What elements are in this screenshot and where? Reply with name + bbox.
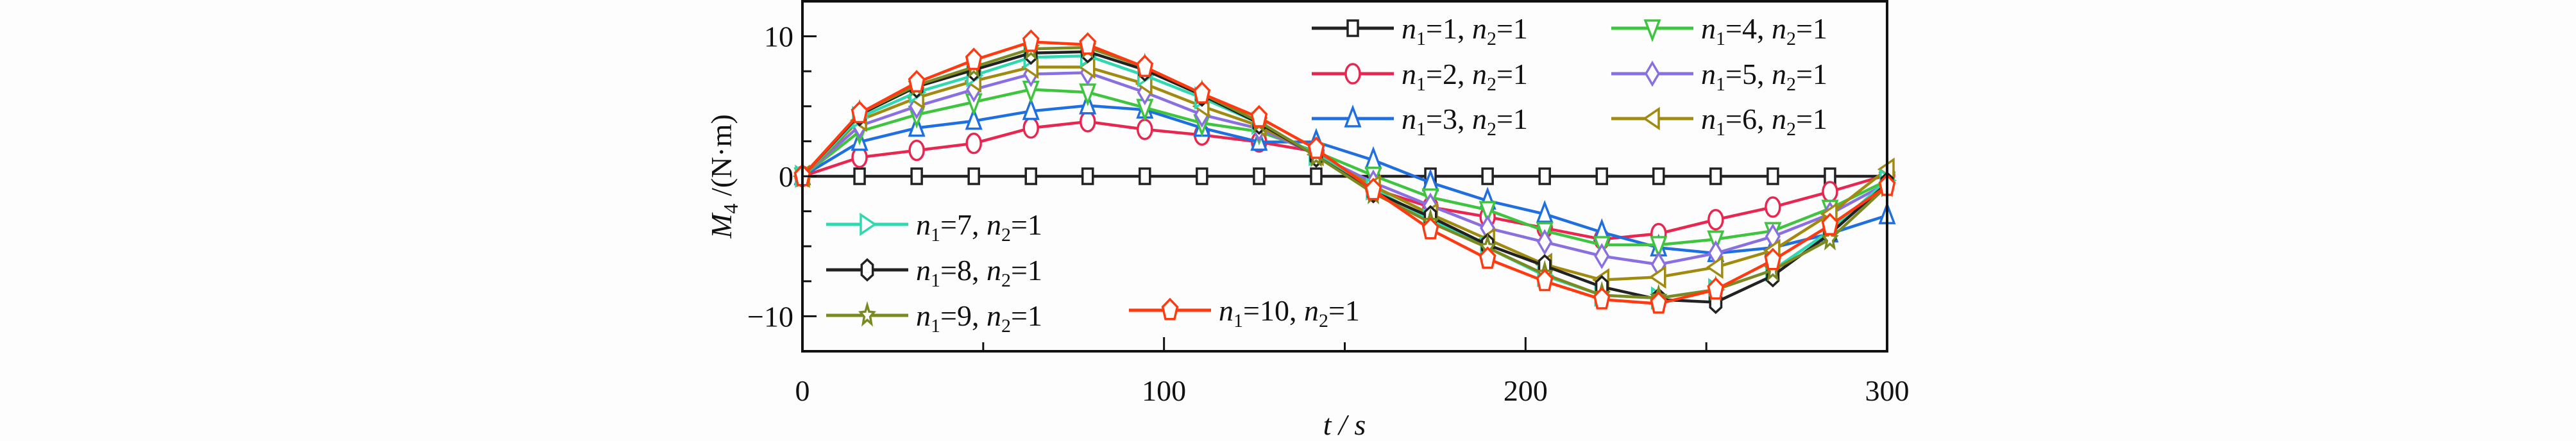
- data-point-square: [967, 167, 980, 185]
- data-point-square: [1139, 167, 1151, 185]
- data-point-square: [1253, 167, 1266, 185]
- data-point-square: [1310, 167, 1323, 185]
- legend-label: n1=5, n2=1: [1701, 58, 1827, 95]
- data-point-square: [1081, 167, 1094, 185]
- data-point-circle: [1707, 208, 1724, 231]
- data-point-pentagon: [1421, 217, 1439, 240]
- data-point-star: [858, 301, 876, 327]
- data-point-triangle-up: [1344, 104, 1362, 128]
- legend-entry: n1=5, n2=1: [1611, 58, 1827, 95]
- data-point-circle: [1765, 196, 1781, 218]
- data-point-pentagon: [1250, 104, 1268, 128]
- data-point-pentagon: [851, 101, 869, 124]
- series-line: [801, 104, 1888, 255]
- data-point-triangle-left: [1642, 106, 1660, 131]
- data-point-square: [1767, 167, 1779, 185]
- x-tick-label: 0: [795, 374, 810, 407]
- legend-entry: n1=1, n2=1: [1312, 12, 1528, 49]
- data-point-square: [1481, 167, 1494, 185]
- legend-label: n1=3, n2=1: [1402, 103, 1528, 140]
- data-point-square: [1709, 167, 1722, 185]
- data-point-pentagon: [1536, 269, 1554, 292]
- data-point-circle: [1822, 181, 1838, 203]
- data-point-pentagon: [908, 70, 926, 93]
- series-line: [801, 40, 1888, 305]
- data-point-diamond: [1644, 60, 1661, 87]
- data-point-pentagon: [1593, 287, 1611, 310]
- legend-label: n1=9, n2=1: [916, 299, 1042, 337]
- data-point-pentagon: [1707, 277, 1725, 300]
- data-point-diamond: [1594, 243, 1610, 269]
- data-point-square: [1538, 167, 1551, 185]
- data-point-pentagon: [1161, 297, 1179, 320]
- data-point-circle: [1079, 111, 1096, 133]
- legend-label: n1=8, n2=1: [916, 254, 1042, 291]
- data-point-pentagon: [1764, 247, 1782, 270]
- data-point-pentagon: [1193, 81, 1211, 104]
- data-point-circle: [1022, 117, 1039, 139]
- data-point-circle: [1137, 119, 1153, 140]
- legend-label: n1=4, n2=1: [1701, 12, 1827, 49]
- y-tick-label: −10: [747, 300, 793, 333]
- legend-label: n1=10, n2=1: [1219, 294, 1360, 331]
- legend-entry: n1=9, n2=1: [826, 299, 1042, 337]
- legend-label: n1=2, n2=1: [1402, 58, 1528, 95]
- data-point-circle: [965, 132, 982, 154]
- data-point-square: [1196, 167, 1208, 185]
- data-point-triangle-right: [860, 212, 877, 237]
- legend-entry: n1=3, n2=1: [1312, 103, 1528, 140]
- data-point-square: [1346, 19, 1359, 37]
- x-axis-title: t / s: [1323, 408, 1366, 441]
- x-tick-label: 300: [1865, 374, 1910, 407]
- data-point-triangle-up: [1536, 200, 1554, 223]
- y-tick-label: 10: [764, 21, 793, 53]
- data-point-pentagon: [1364, 178, 1382, 201]
- data-point-triangle-left: [1648, 265, 1666, 289]
- legend-label: n1=1, n2=1: [1402, 12, 1528, 49]
- data-point-hexagon: [860, 258, 874, 282]
- data-point-square: [853, 167, 866, 185]
- legend-label: n1=7, n2=1: [916, 208, 1042, 245]
- x-tick-label: 200: [1504, 374, 1548, 407]
- data-point-diamond: [1537, 229, 1553, 256]
- series-line: [801, 88, 1888, 247]
- data-point-pentagon: [965, 47, 983, 71]
- y-tick-label: 0: [779, 160, 793, 193]
- data-point-triangle-up: [1022, 97, 1040, 121]
- legend-entry: n1=7, n2=1: [826, 208, 1042, 245]
- legend-entry: n1=2, n2=1: [1312, 58, 1528, 95]
- data-point-triangle-down: [1650, 236, 1668, 259]
- x-tick-label: 100: [1142, 374, 1186, 407]
- data-point-pentagon: [1079, 32, 1097, 55]
- data-point-pentagon: [1821, 212, 1839, 235]
- data-point-triangle-left: [1706, 255, 1724, 279]
- data-point-square: [1595, 167, 1609, 185]
- data-point-pentagon: [1650, 291, 1668, 314]
- data-point-square: [1652, 167, 1665, 185]
- legend-entry: n1=8, n2=1: [826, 254, 1042, 291]
- data-point-triangle-down: [1643, 19, 1661, 42]
- data-point-square: [1024, 167, 1037, 185]
- data-point-triangle-down: [1479, 201, 1496, 224]
- data-point-pentagon: [1022, 29, 1040, 52]
- data-point-star: [1821, 224, 1839, 251]
- legend-entry: n1=6, n2=1: [1611, 103, 1827, 140]
- data-point-pentagon: [1307, 136, 1325, 159]
- data-point-pentagon: [1136, 54, 1154, 78]
- series-10: [793, 29, 1896, 314]
- data-point-circle: [908, 139, 925, 162]
- data-point-square: [910, 167, 923, 185]
- data-point-triangle-up: [965, 106, 983, 130]
- legend-label: n1=6, n2=1: [1701, 103, 1827, 140]
- data-point-pentagon: [1479, 246, 1496, 269]
- legend-entry: n1=10, n2=1: [1129, 294, 1360, 331]
- y-axis-title: M4 /(N·m): [705, 114, 742, 239]
- data-point-circle: [1344, 63, 1361, 85]
- legend-entry: n1=4, n2=1: [1611, 12, 1827, 49]
